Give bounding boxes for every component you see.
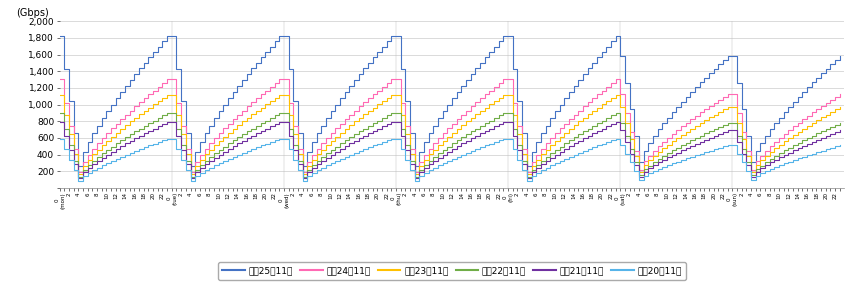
Legend: 平成25年11月, 平成24年11月, 平成23年11月, 平成22年11月, 平成21年11月, 平成20年11月: 平成25年11月, 平成24年11月, 平成23年11月, 平成22年11月, … — [218, 262, 685, 280]
Text: (Gbps): (Gbps) — [16, 8, 49, 18]
